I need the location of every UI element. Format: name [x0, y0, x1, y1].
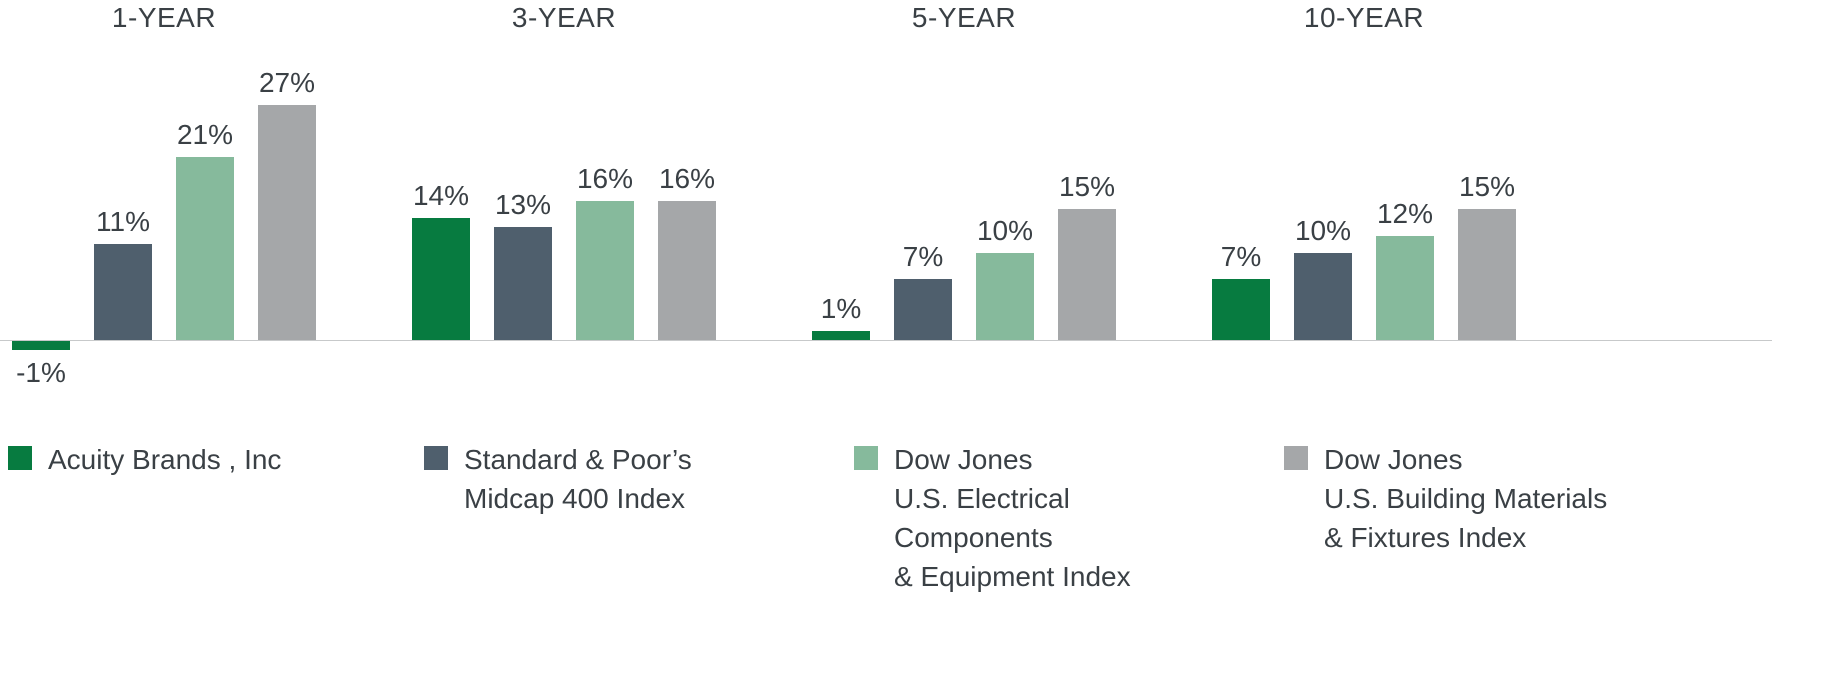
legend-label-dj-electrical: Dow Jones U.S. Electrical Components & E…	[894, 444, 1131, 592]
bar-value-label-dj-building-3-year: 16%	[658, 163, 716, 194]
zero-axis-line	[0, 340, 1772, 341]
legend: Acuity Brands , Inc Standard & Poor’s Mi…	[0, 440, 1845, 690]
legend-swatch-dj-electrical	[854, 446, 878, 470]
group-title-1-year: 1-YEAR	[111, 2, 217, 33]
legend-item-dj-electrical: Dow Jones U.S. Electrical Components & E…	[854, 440, 1131, 596]
bar-value-label-dj-electrical-1-year: 21%	[176, 119, 234, 150]
bar-sp-midcap-10-year	[1294, 253, 1352, 340]
bar-value-label-sp-midcap-5-year: 7%	[902, 241, 944, 272]
bar-dj-building-10-year	[1458, 209, 1516, 340]
group-title-3-year: 3-YEAR	[511, 2, 617, 33]
legend-swatch-acuity	[8, 446, 32, 470]
group-title-10-year: 10-YEAR	[1303, 2, 1425, 33]
bar-acuity-1-year	[12, 341, 70, 350]
bar-value-label-dj-building-1-year: 27%	[258, 67, 316, 98]
bar-value-label-dj-electrical-3-year: 16%	[576, 163, 634, 194]
bar-dj-electrical-1-year	[176, 157, 234, 340]
bar-acuity-5-year	[812, 331, 870, 340]
bar-value-label-acuity-3-year: 14%	[412, 180, 470, 211]
bar-value-label-acuity-5-year: 1%	[820, 293, 862, 324]
bar-value-label-sp-midcap-3-year: 13%	[494, 189, 552, 220]
legend-item-sp-midcap: Standard & Poor’s Midcap 400 Index	[424, 440, 692, 518]
bar-value-label-acuity-10-year: 7%	[1220, 241, 1262, 272]
bar-sp-midcap-5-year	[894, 279, 952, 340]
bar-value-label-dj-building-5-year: 15%	[1058, 171, 1116, 202]
legend-item-dj-building: Dow Jones U.S. Building Materials & Fixt…	[1284, 440, 1607, 557]
legend-label-dj-building: Dow Jones U.S. Building Materials & Fixt…	[1324, 444, 1608, 553]
bar-value-label-sp-midcap-10-year: 10%	[1294, 215, 1352, 246]
bar-group-10-year: 10-YEAR 7% 10% 12% 15%	[1212, 0, 1516, 420]
bar-group-5-year: 5-YEAR 1% 7% 10% 15%	[812, 0, 1116, 420]
bar-acuity-3-year	[412, 218, 470, 340]
legend-label-acuity: Acuity Brands , Inc	[48, 444, 282, 475]
legend-label-sp-midcap: Standard & Poor’s Midcap 400 Index	[464, 444, 692, 514]
bar-sp-midcap-1-year	[94, 244, 152, 340]
bar-dj-building-5-year	[1058, 209, 1116, 340]
bar-group-1-year: 1-YEAR -1% 11% 21% 27%	[12, 0, 316, 420]
group-title-5-year: 5-YEAR	[911, 2, 1017, 33]
bar-value-label-dj-electrical-10-year: 12%	[1376, 198, 1434, 229]
bar-sp-midcap-3-year	[494, 227, 552, 340]
bar-value-label-dj-building-10-year: 15%	[1458, 171, 1516, 202]
bar-dj-electrical-5-year	[976, 253, 1034, 340]
bar-dj-building-3-year	[658, 201, 716, 340]
bar-group-3-year: 3-YEAR 14% 13% 16% 16%	[412, 0, 716, 420]
legend-swatch-dj-building	[1284, 446, 1308, 470]
bar-value-label-dj-electrical-5-year: 10%	[976, 215, 1034, 246]
bar-dj-building-1-year	[258, 105, 316, 340]
bar-acuity-10-year	[1212, 279, 1270, 340]
bar-value-label-acuity-1-year: -1%	[16, 357, 66, 388]
legend-item-acuity: Acuity Brands , Inc	[8, 440, 281, 479]
bar-dj-electrical-3-year	[576, 201, 634, 340]
bar-value-label-sp-midcap-1-year: 11%	[96, 206, 150, 237]
legend-swatch-sp-midcap	[424, 446, 448, 470]
bar-dj-electrical-10-year	[1376, 236, 1434, 340]
